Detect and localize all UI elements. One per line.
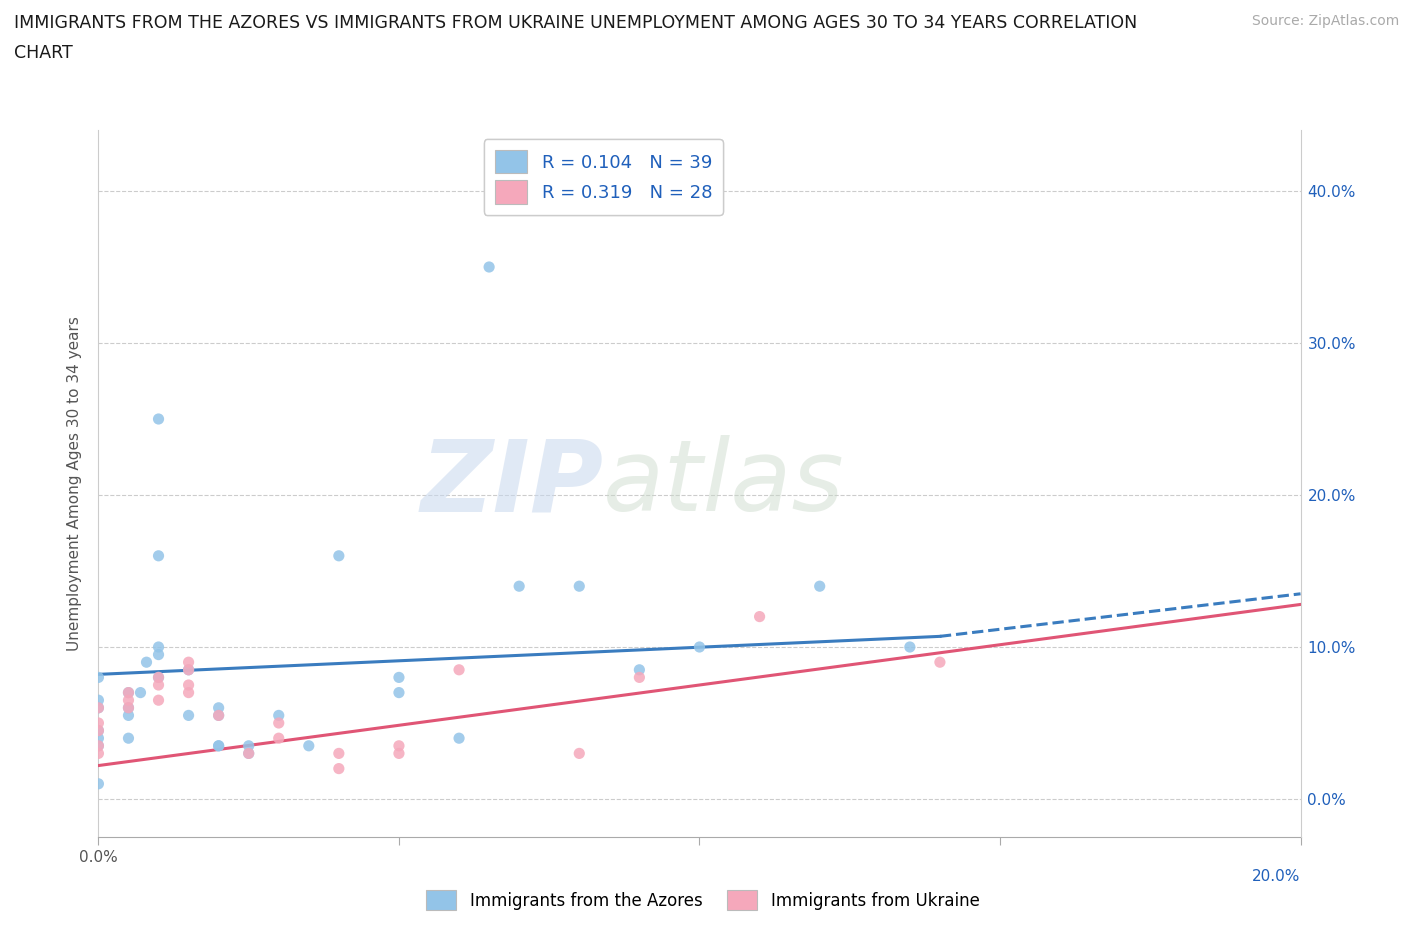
Point [87, 724, 110, 738]
Point [447, 731, 470, 746]
Point [328, 549, 350, 564]
Point [148, 549, 170, 564]
Legend: R = 0.104   N = 39, R = 0.319   N = 28: R = 0.104 N = 39, R = 0.319 N = 28 [484, 140, 723, 215]
Text: IMMIGRANTS FROM THE AZORES VS IMMIGRANTS FROM UKRAINE UNEMPLOYMENT AMONG AGES 30: IMMIGRANTS FROM THE AZORES VS IMMIGRANTS… [14, 14, 1137, 32]
Point [328, 746, 350, 761]
Legend: Immigrants from the Azores, Immigrants from Ukraine: Immigrants from the Azores, Immigrants f… [419, 884, 987, 917]
Point [87, 738, 110, 753]
Point [148, 693, 170, 708]
Point [508, 578, 530, 593]
Point [388, 738, 411, 753]
Point [117, 708, 139, 723]
Point [87, 746, 110, 761]
Point [177, 662, 200, 677]
Point [808, 578, 831, 593]
Point [177, 685, 200, 700]
Point [478, 259, 501, 274]
Point [267, 715, 290, 730]
Point [929, 655, 952, 670]
Point [208, 708, 231, 723]
Point [388, 746, 411, 761]
Point [87, 777, 110, 791]
Text: 20.0%: 20.0% [1253, 869, 1301, 883]
Point [208, 708, 231, 723]
Point [298, 738, 321, 753]
Point [87, 715, 110, 730]
Point [267, 731, 290, 746]
Point [117, 731, 139, 746]
Point [689, 640, 711, 655]
Point [748, 609, 770, 624]
Point [129, 685, 152, 700]
Point [898, 640, 921, 655]
Point [208, 738, 231, 753]
Point [388, 685, 411, 700]
Point [177, 662, 200, 677]
Point [628, 662, 651, 677]
Text: CHART: CHART [14, 44, 73, 61]
Point [568, 578, 591, 593]
Point [388, 670, 411, 684]
Point [117, 685, 139, 700]
Point [238, 738, 260, 753]
Point [87, 738, 110, 753]
Point [87, 693, 110, 708]
Point [447, 662, 470, 677]
Text: ZIP: ZIP [420, 435, 603, 532]
Point [628, 670, 651, 684]
Point [117, 685, 139, 700]
Y-axis label: Unemployment Among Ages 30 to 34 years: Unemployment Among Ages 30 to 34 years [67, 316, 83, 651]
Point [148, 647, 170, 662]
Point [148, 640, 170, 655]
Point [87, 700, 110, 715]
Point [87, 670, 110, 684]
Point [87, 724, 110, 738]
Point [177, 708, 200, 723]
Point [87, 731, 110, 746]
Point [208, 700, 231, 715]
Point [238, 746, 260, 761]
Text: atlas: atlas [603, 435, 845, 532]
Point [148, 670, 170, 684]
Point [117, 693, 139, 708]
Point [328, 761, 350, 776]
Point [208, 738, 231, 753]
Point [267, 708, 290, 723]
Point [148, 412, 170, 427]
Point [148, 678, 170, 693]
Point [177, 655, 200, 670]
Point [135, 655, 157, 670]
Point [87, 700, 110, 715]
Point [177, 678, 200, 693]
Point [117, 700, 139, 715]
Text: Source: ZipAtlas.com: Source: ZipAtlas.com [1251, 14, 1399, 28]
Point [238, 746, 260, 761]
Point [568, 746, 591, 761]
Point [117, 700, 139, 715]
Point [148, 670, 170, 684]
